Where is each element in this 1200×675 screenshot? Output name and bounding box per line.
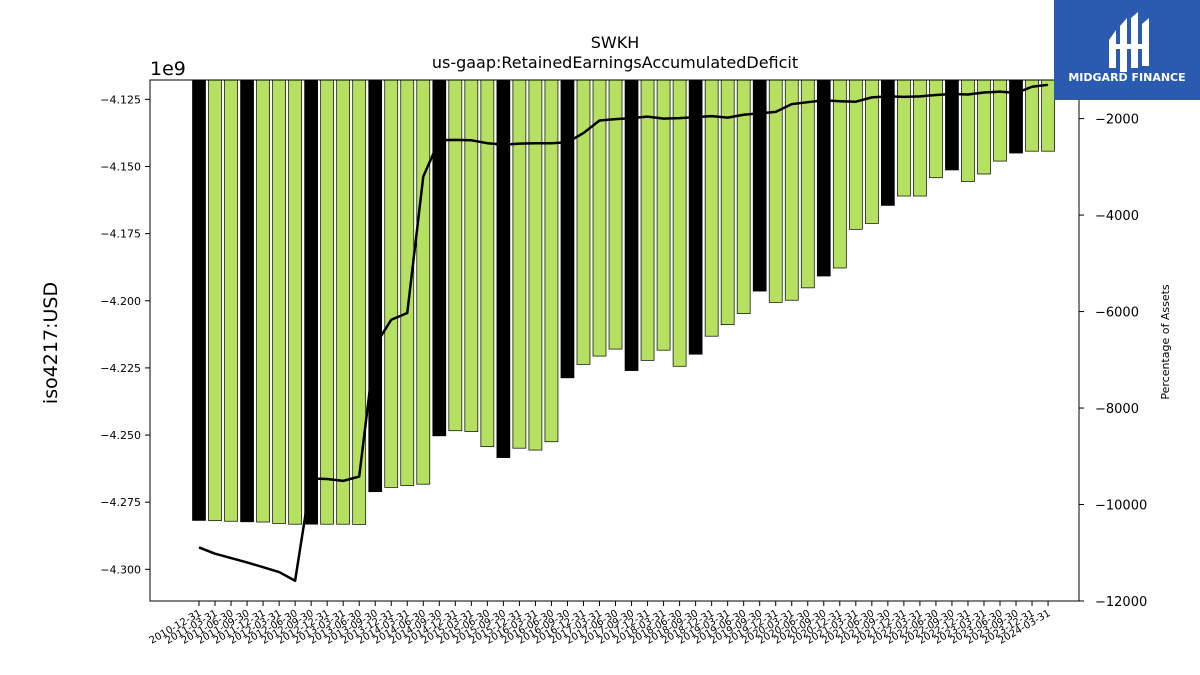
chart-title: SWKH bbox=[591, 33, 640, 52]
bar-2020-06-30 bbox=[800, 79, 815, 289]
bar-2016-03-31 bbox=[528, 79, 543, 451]
y-tick-label: −4.200 bbox=[100, 295, 141, 308]
y2-tick-label: −2000 bbox=[1095, 113, 1139, 128]
bar-2015-09-30 bbox=[496, 79, 511, 458]
bar-2017-09-30 bbox=[624, 79, 639, 371]
bar-2016-12-31 bbox=[576, 79, 591, 365]
percentage-of-assets-line-series bbox=[198, 83, 1049, 582]
y2-tick-label: −10000 bbox=[1095, 499, 1147, 514]
bar-2015-06-30 bbox=[480, 79, 495, 447]
percentage-line bbox=[198, 83, 1049, 582]
bar-2011-12-31 bbox=[256, 79, 270, 523]
y-tick-label: −4.150 bbox=[100, 160, 141, 173]
bar-2021-09-30 bbox=[881, 79, 895, 206]
bar-2010-12-31 bbox=[192, 79, 206, 521]
bar-2011-03-31 bbox=[208, 79, 222, 522]
bar-2015-12-31 bbox=[512, 79, 527, 449]
y2-tick-label: −8000 bbox=[1095, 402, 1139, 417]
y-axis-label: iso4217:USD bbox=[40, 282, 62, 404]
y-tick-label: −4.300 bbox=[100, 563, 141, 576]
bar-2012-09-30 bbox=[304, 79, 318, 525]
bar-2018-03-31 bbox=[656, 79, 671, 351]
left-y-axis-ticks: −4.125 −4.150 −4.175 −4.200 −4.225 −4.250 −4.2… bbox=[100, 93, 150, 576]
bar-2023-12-31 bbox=[1025, 79, 1039, 152]
chart-axes bbox=[149, 79, 1080, 602]
x-axis-ticks: 2010-12-312011-03-312011-06-302011-09-30… bbox=[148, 601, 1053, 647]
bar-2017-12-31 bbox=[640, 79, 655, 361]
bar-2016-09-30 bbox=[560, 79, 575, 379]
bar-2020-03-31 bbox=[784, 79, 799, 301]
bar-2018-09-30 bbox=[688, 79, 703, 355]
y2-tick-label: −4000 bbox=[1095, 209, 1139, 224]
bar-2020-12-31 bbox=[832, 79, 847, 269]
logo-brand-text: MIDGARD FINANCE bbox=[1068, 71, 1185, 84]
bar-2012-03-31 bbox=[272, 79, 286, 524]
logo-mark-icon: MIDGARD FINANCE bbox=[1054, 0, 1200, 100]
y-tick-label: −4.175 bbox=[100, 228, 141, 241]
bar-2012-12-31 bbox=[320, 79, 335, 525]
bar-2020-09-30 bbox=[816, 79, 831, 277]
y-tick-label: −4.275 bbox=[100, 496, 141, 509]
right-y-axis-ticks: −2000 −4000 −6000 −8000 −10000 −12000 bbox=[1079, 113, 1147, 610]
bar-2011-09-30 bbox=[240, 79, 254, 523]
y-tick-label: −4.125 bbox=[100, 93, 141, 106]
y2-tick-label: −12000 bbox=[1095, 595, 1147, 610]
y2-axis-label: Percentage of Assets bbox=[1159, 284, 1172, 400]
midgard-finance-logo: MIDGARD FINANCE bbox=[1054, 0, 1200, 100]
bar-2012-06-30 bbox=[288, 79, 302, 525]
bar-2021-06-30 bbox=[864, 79, 879, 224]
y-tick-label: −4.250 bbox=[100, 429, 141, 442]
bar-2011-06-30 bbox=[224, 79, 238, 522]
bar-2013-12-31 bbox=[384, 79, 399, 488]
bar-2014-12-31 bbox=[448, 79, 463, 432]
y-axis-multiplier: 1e9 bbox=[150, 58, 186, 80]
bar-series bbox=[192, 79, 1055, 525]
bar-2018-12-31 bbox=[704, 79, 719, 337]
chart-subtitle: us-gaap:RetainedEarningsAccumulatedDefic… bbox=[432, 53, 798, 72]
bar-2014-09-30 bbox=[432, 79, 447, 437]
y2-tick-label: −6000 bbox=[1095, 306, 1139, 321]
bar-2024-03-31 bbox=[1041, 79, 1055, 152]
y-tick-label: −4.225 bbox=[100, 362, 141, 375]
bar-2015-03-31 bbox=[464, 79, 479, 432]
bar-2013-09-30 bbox=[368, 79, 383, 493]
bar-2014-06-30 bbox=[416, 79, 431, 485]
bar-2016-06-30 bbox=[544, 79, 559, 443]
bar-2018-06-30 bbox=[672, 79, 687, 367]
bar-2013-06-30 bbox=[352, 79, 367, 525]
bar-2013-03-31 bbox=[336, 79, 351, 525]
plot-frame bbox=[149, 79, 1080, 602]
